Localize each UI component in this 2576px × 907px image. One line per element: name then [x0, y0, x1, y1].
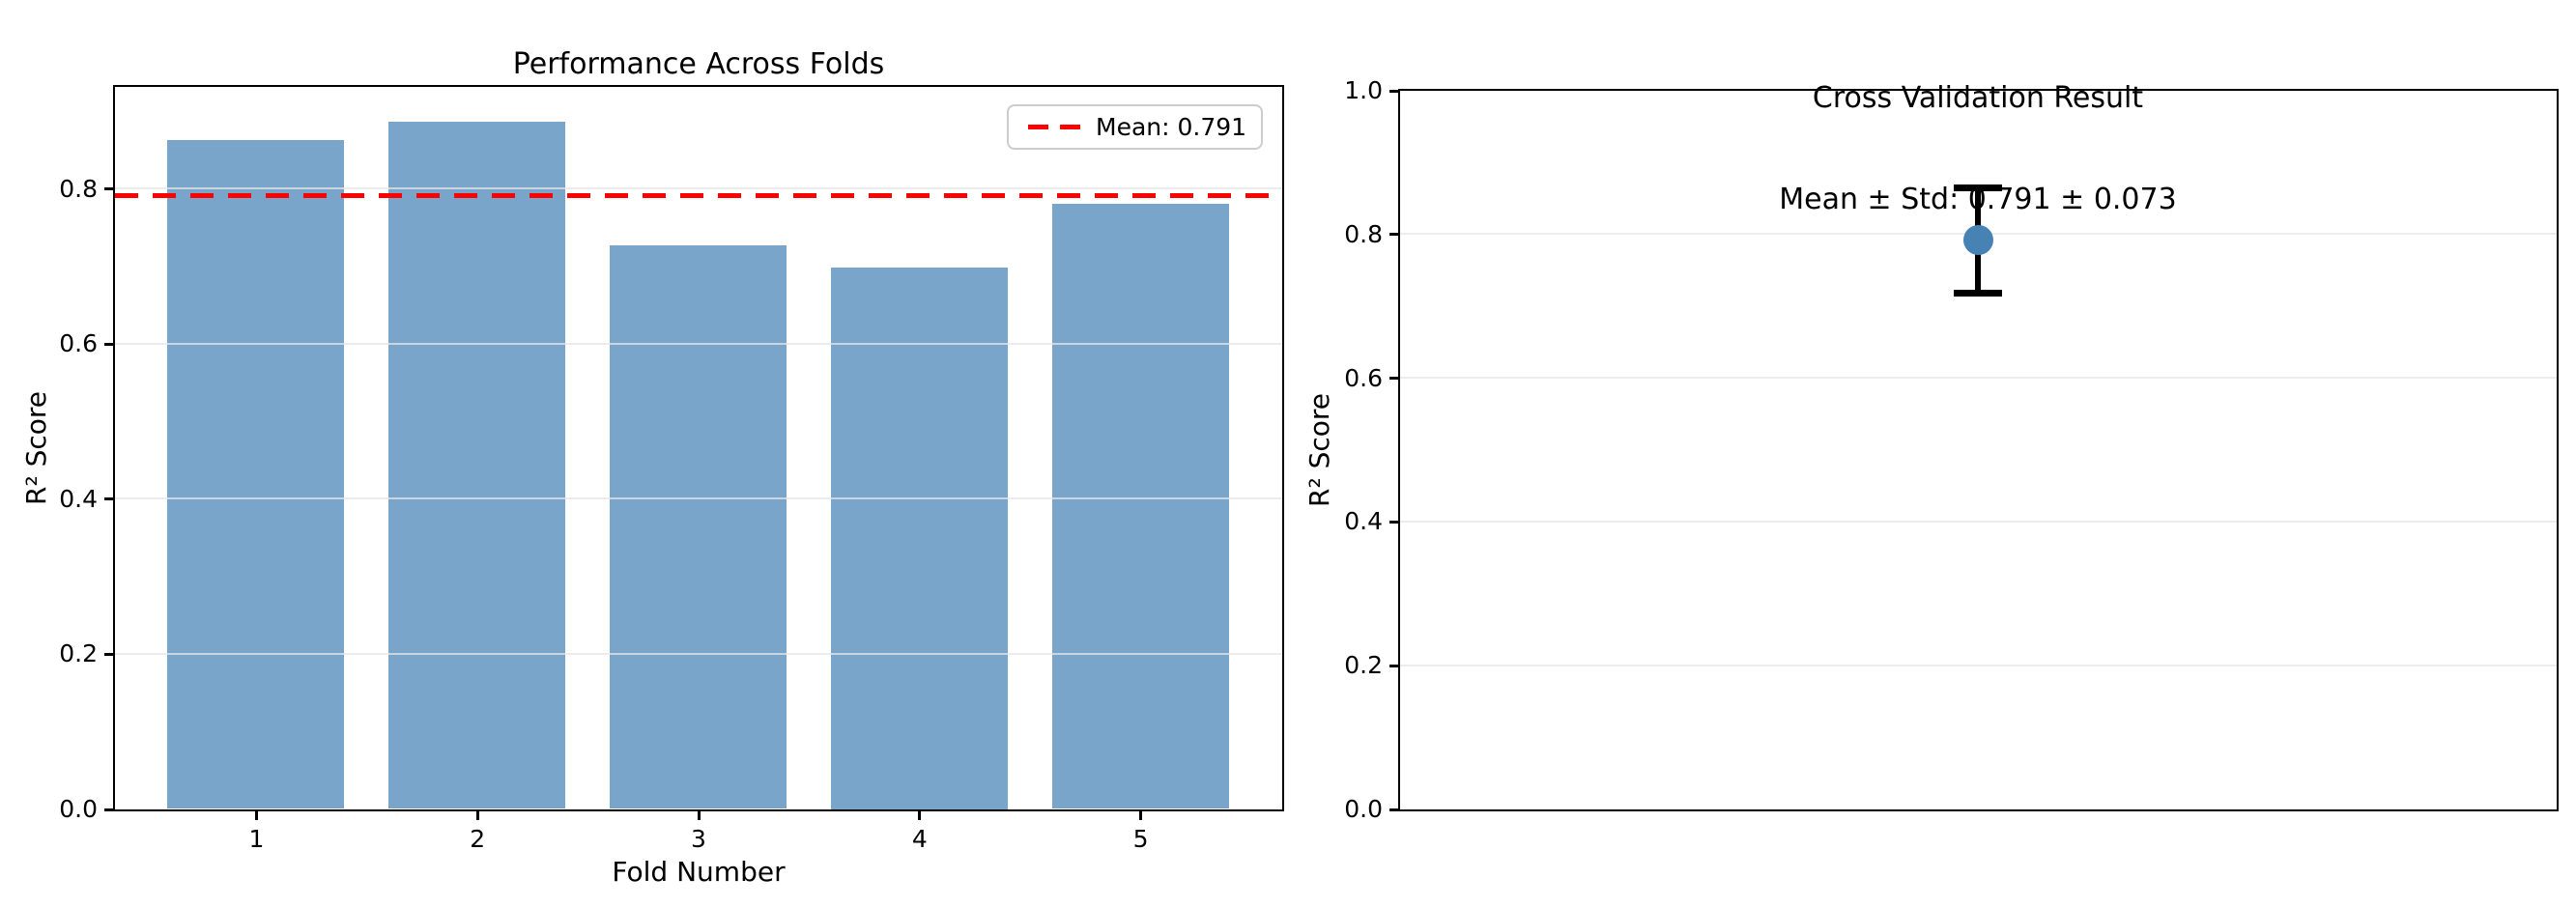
- y-tick-mark: [104, 187, 115, 191]
- mean-line-legend-swatch: [1028, 125, 1080, 129]
- y-tick-mark: [1389, 233, 1400, 237]
- grid-line-y-0.6: [1399, 377, 2557, 380]
- y-tick-label: 0.6: [1344, 363, 1383, 392]
- error-bar-cap-top: [1954, 184, 2002, 192]
- y-tick-mark: [104, 497, 115, 501]
- right-chart-title-line: Cross Validation Result: [1812, 81, 2144, 115]
- x-tick-label: 2: [470, 825, 486, 853]
- x-tick-mark: [697, 809, 701, 820]
- left-x-axis-label: Fold Number: [612, 856, 786, 888]
- bar-fold-3: [609, 245, 787, 809]
- grid-line-y-0.4: [114, 497, 1282, 500]
- mean-line: [114, 193, 1282, 199]
- x-tick-mark: [918, 809, 922, 820]
- x-tick-label: 5: [1132, 825, 1149, 853]
- x-tick-mark: [475, 809, 479, 820]
- x-tick-mark: [1139, 809, 1143, 820]
- grid-line-y-0.2: [1399, 664, 2557, 666]
- right-y-axis-label: R² Score: [1303, 393, 1335, 508]
- grid-line-y-0.4: [1399, 520, 2557, 523]
- y-tick-mark: [1389, 808, 1400, 811]
- y-tick-label: 0.8: [59, 174, 98, 203]
- right-chart-subtitle: Mean ± Std: 0.791 ± 0.073: [1779, 183, 2177, 216]
- y-tick-label: 1.0: [1344, 76, 1383, 104]
- y-tick-mark: [1389, 520, 1400, 524]
- y-tick-mark: [1389, 89, 1400, 93]
- grid-line-y-0.6: [114, 342, 1282, 345]
- x-tick-label: 4: [911, 825, 928, 853]
- x-tick-label: 3: [691, 825, 706, 853]
- right-plot-area: [1397, 88, 2559, 811]
- y-tick-mark: [104, 652, 115, 656]
- x-tick-label: 1: [248, 825, 265, 853]
- grid-line-y-0.8: [114, 187, 1282, 190]
- y-tick-label: 0.8: [1344, 219, 1383, 248]
- y-tick-label: 0.2: [1344, 651, 1383, 680]
- legend-label: Mean: 0.791: [1096, 113, 1247, 141]
- y-tick-mark: [104, 342, 115, 346]
- y-tick-label: 0.4: [59, 484, 98, 513]
- bar-fold-2: [388, 122, 566, 809]
- bar-fold-5: [1051, 204, 1229, 809]
- error-bar-cap-bottom: [1954, 289, 2002, 297]
- legend: Mean: 0.791: [1007, 104, 1263, 150]
- y-tick-label: 0.4: [1344, 507, 1383, 536]
- y-tick-mark: [104, 808, 115, 811]
- y-tick-label: 0.6: [59, 329, 98, 358]
- y-tick-mark: [1389, 664, 1400, 667]
- y-tick-label: 0.0: [59, 795, 98, 823]
- left-plot-area: [112, 84, 1284, 811]
- y-tick-label: 0.2: [59, 639, 98, 668]
- bar-fold-4: [830, 267, 1008, 809]
- bar-fold-1: [167, 139, 345, 809]
- left-chart-title: Performance Across Folds: [512, 47, 885, 81]
- grid-line-y-0.2: [114, 652, 1282, 655]
- y-tick-label: 0.0: [1344, 795, 1383, 823]
- y-tick-mark: [1389, 377, 1400, 381]
- x-tick-mark: [254, 809, 258, 820]
- mean-point-marker: [1962, 225, 1993, 256]
- right-chart-title: Cross Validation Result Mean ± Std: 0.79…: [1543, 14, 2413, 284]
